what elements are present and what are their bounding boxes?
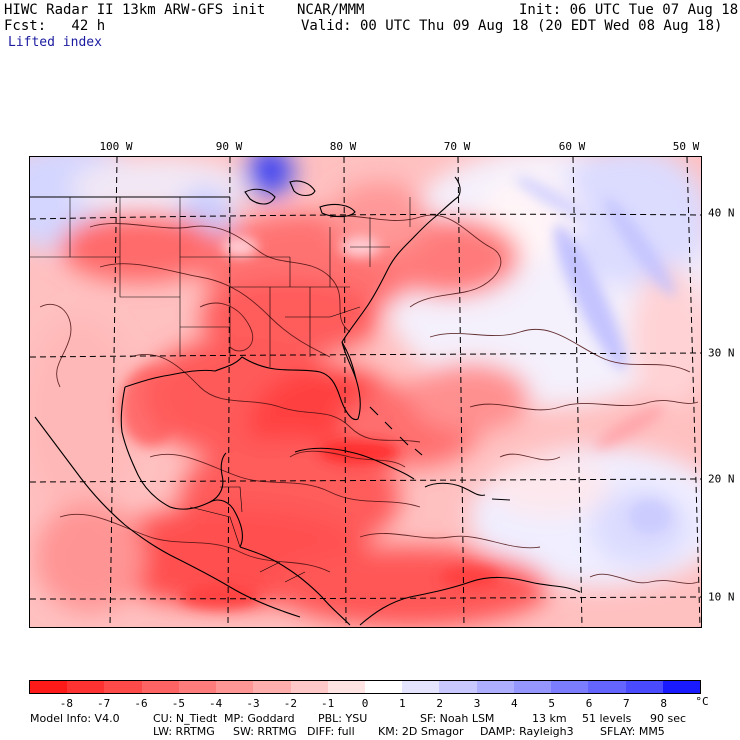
- forecast-hour: Fcst: 42 h: [4, 18, 106, 34]
- lat-lon-grid: [30, 157, 701, 627]
- colorbar-swatch: [253, 681, 291, 693]
- lat-label-10n: 10 N: [708, 590, 735, 604]
- colorbar-swatch: [476, 681, 514, 693]
- colorbar-swatch: [290, 681, 328, 693]
- lat-label-40n: 40 N: [708, 206, 735, 220]
- colorbar-tick-label: 6: [585, 697, 593, 710]
- model-title: HIWC Radar II 13km ARW-GFS init: [4, 2, 266, 18]
- colorbar-tick-label: 1: [399, 697, 406, 710]
- colorbar-tick-label: 5: [548, 697, 555, 710]
- colorbar-tick-label: 8: [660, 697, 667, 710]
- lifted-index-map: [29, 156, 702, 628]
- colorbar-tick-label: 0: [361, 697, 369, 710]
- colorbar-swatch: [327, 681, 365, 693]
- colorbar-swatch: [67, 681, 105, 693]
- colorbar-swatch: [141, 681, 179, 693]
- colorbar-tick-label: -1: [321, 697, 335, 710]
- colorbar-swatch: [551, 681, 589, 693]
- km-scheme: KM: 2D Smagor: [378, 725, 464, 738]
- colorbar-swatch: [364, 681, 403, 693]
- cu-scheme: CU: N_Tiedt: [153, 712, 218, 725]
- lon-label-60w: 60 W: [558, 140, 586, 153]
- colorbar: [29, 680, 701, 694]
- colorbar-swatch: [513, 681, 552, 693]
- colorbar-tick-label: 2: [436, 697, 443, 710]
- li-field-detail: [120, 175, 676, 609]
- lat-label-20n: 20 N: [708, 472, 735, 486]
- lon-label-70w: 70 W: [443, 140, 471, 153]
- colorbar-swatch: [216, 681, 254, 693]
- colorbar-tick-label: -6: [134, 697, 148, 710]
- colorbar-tick-label: -8: [59, 697, 73, 710]
- colorbar-swatch: [402, 681, 440, 693]
- resolution: 13 km: [532, 712, 567, 725]
- colorbar-tick-label: 7: [623, 697, 630, 710]
- mp-scheme: MP: Goddard: [224, 712, 295, 725]
- colorbar-swatch: [625, 681, 663, 693]
- colorbar-swatch: [662, 681, 700, 693]
- li-contours: [39, 214, 699, 584]
- colorbar-tick-label: 4: [511, 697, 518, 710]
- field-name: Lifted index: [8, 35, 102, 50]
- lat-label-30n: 30 N: [708, 346, 735, 360]
- colorbar-tick-label: -5: [171, 697, 185, 710]
- colorbar-swatch: [178, 681, 217, 693]
- colorbar-tick-label: -4: [209, 697, 223, 710]
- colorbar-swatch: [588, 681, 626, 693]
- init-time: Init: 06 UTC Tue 07 Aug 18: [519, 2, 739, 18]
- damp-scheme: DAMP: Rayleigh3: [480, 725, 574, 738]
- lon-label-80w: 80 W: [329, 140, 357, 153]
- colorbar-swatch: [30, 681, 68, 693]
- state-borders: [30, 197, 411, 583]
- lon-label-50w: 50 W: [672, 140, 700, 153]
- pbl-scheme: PBL: YSU: [318, 712, 368, 725]
- model-info: Model Info: V4.0: [30, 712, 120, 725]
- vertical-levels: 51 levels: [582, 712, 632, 725]
- valid-time: Valid: 00 UTC Thu 09 Aug 18 (20 EDT Wed …: [301, 18, 723, 34]
- sflay-scheme: SFLAY: MM5: [600, 725, 665, 738]
- diff-scheme: DIFF: full: [307, 725, 355, 738]
- colorbar-tick-label: -2: [283, 697, 297, 710]
- time-step: 90 sec: [650, 712, 687, 725]
- colorbar-swatch: [439, 681, 477, 693]
- lon-label-90w: 90 W: [215, 140, 243, 153]
- colorbar-tick-label: -3: [246, 697, 260, 710]
- org-label: NCAR/MMM: [297, 2, 365, 18]
- sf-scheme: SF: Noah LSM: [420, 712, 495, 725]
- sw-scheme: SW: RRTMG: [233, 725, 297, 738]
- colorbar-tick-label: 3: [473, 697, 481, 710]
- map-canvas: [30, 157, 701, 627]
- lon-label-100w: 100 W: [99, 140, 133, 153]
- colorbar-unit: °C: [695, 695, 709, 708]
- colorbar-swatch: [104, 681, 142, 693]
- colorbar-tick-label: -7: [97, 697, 111, 710]
- lw-scheme: LW: RRTMG: [153, 725, 215, 738]
